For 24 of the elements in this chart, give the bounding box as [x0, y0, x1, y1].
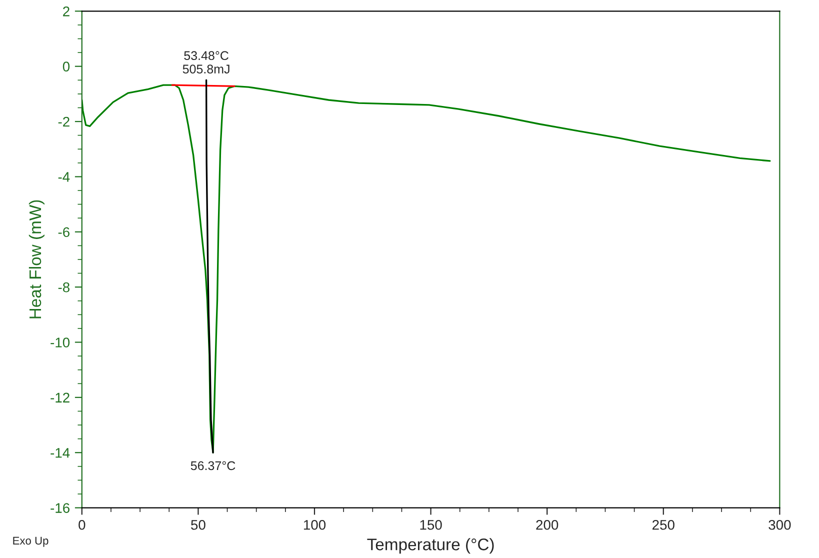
x-tick-label: 200 — [536, 520, 558, 530]
y-tick-label: -16 — [50, 503, 70, 513]
y-tick-label: -2 — [58, 116, 70, 127]
x-tick-label: 100 — [304, 520, 326, 530]
text: Exo Up — [13, 536, 48, 547]
y-tick-label: -12 — [50, 392, 70, 402]
line-series — [205, 79, 214, 454]
y-tick-label: -14 — [50, 448, 70, 458]
y-tick-label: 0 — [62, 62, 70, 72]
x-tick-label: 300 — [768, 520, 791, 530]
x-tick-label: 250 — [652, 520, 674, 530]
x-axis-title: Temperature (°C) — [367, 538, 494, 554]
y-tick-label: 2 — [63, 6, 70, 16]
x-tick-label: 0 — [78, 520, 86, 530]
x-tick-label: 150 — [420, 520, 442, 530]
annotation: 53.48°C 505.8mJ — [182, 51, 230, 74]
line-series — [82, 84, 771, 454]
annotation: 56.37°C — [190, 461, 236, 470]
x-tick-label: 50 — [191, 520, 206, 530]
y-axis-title: Heat Flow (mW) — [28, 200, 44, 318]
y-tick-label: -10 — [50, 338, 70, 348]
y-tick-label: -6 — [58, 227, 70, 238]
y-tick-label: -8 — [58, 282, 70, 292]
y-tick-label: -4 — [58, 172, 70, 182]
